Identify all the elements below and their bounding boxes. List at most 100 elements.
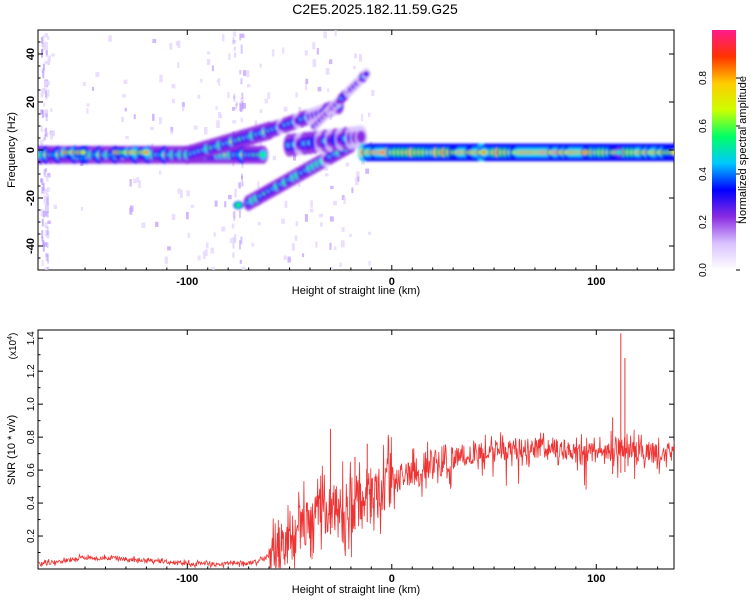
noise-streak [233,217,236,222]
noise-speck [251,142,254,149]
noise-speck [170,126,174,133]
noise-speck [108,35,112,42]
noise-speck [257,222,261,226]
noise-speck [331,267,334,270]
noise-streak [42,183,45,191]
noise-streak [44,204,47,213]
noise-speck [232,106,236,111]
noise-streak [45,50,48,55]
noise-speck [136,177,140,183]
noise-streak [240,44,243,54]
noise-speck [40,109,44,115]
noise-speck [241,266,246,270]
band-hot [481,151,486,154]
spectrogram-ticks: -100 0 100 -40 -20 0 20 40 [25,30,674,288]
noise-speck [298,106,302,115]
noise-speck [218,112,221,118]
noise-speck [325,67,330,75]
noise-speck [327,88,330,92]
noise-speck [44,132,49,138]
noise-streak [238,210,241,218]
noise-speck [91,86,95,91]
noise-streak [233,46,236,51]
noise-speck [227,91,230,99]
noise-speck [86,103,90,107]
noise-speck [44,230,49,237]
noise-speck [197,255,201,261]
noise-speck [349,233,352,238]
band-middle [357,134,365,140]
noise-speck [150,126,154,131]
noise-speck [170,130,173,135]
noise-speck [257,181,260,189]
y-tick-label: 1.4 [26,331,37,345]
noise-streak [45,167,48,173]
noise-speck [304,214,309,222]
noise-speck [44,41,48,50]
noise-speck [219,113,223,119]
snr-marks [38,333,674,569]
noise-speck [213,232,216,237]
noise-speck [304,84,308,91]
noise-speck [53,204,58,210]
noise-speck [47,89,50,97]
noise-speck [267,92,271,100]
noise-speck [47,61,50,65]
noise-speck [204,126,208,135]
noise-speck [124,107,127,112]
noise-speck [171,213,176,221]
noise-speck [175,41,180,46]
noise-speck [330,185,334,190]
noise-speck [167,246,171,251]
noise-speck [123,79,128,84]
x-tick-label: 0 [389,276,395,288]
noise-speck [318,213,323,218]
noise-speck [171,83,176,89]
noise-speck [368,231,372,235]
noise-speck [297,183,301,187]
noise-speck [351,187,354,194]
noise-speck [232,40,236,44]
noise-speck [283,106,288,112]
noise-speck [301,253,305,258]
noise-speck [304,50,308,56]
colorbar-label: Normalized spectral amplitude [737,76,749,224]
noise-speck [43,128,47,133]
noise-streak [46,203,49,213]
noise-streak [40,37,43,44]
noise-streak [45,128,48,137]
noise-streak [45,90,48,98]
noise-streak [240,104,243,113]
noise-speck [155,221,159,228]
noise-speck [231,223,235,229]
noise-speck [152,38,157,44]
noise-speck [309,208,314,213]
noise-speck [259,142,262,148]
spectrogram-panel: -100 0 100 -40 -20 0 20 40 Height of straight l… [6,29,675,297]
noise-speck [242,70,247,76]
noise-streak [41,186,44,194]
noise-streak [241,180,244,187]
noise-speck [141,222,146,228]
colorbar-tick-label: 0.4 [698,167,709,181]
noise-speck [152,113,155,121]
snr-ticks: -100 0 100 0.2 0.4 0.6 0.8 1.0 1.2 1.4 [26,330,674,585]
noise-streak [41,237,44,242]
snr-line [38,429,674,569]
noise-speck [368,260,371,266]
noise-speck [41,89,44,97]
noise-streak [232,237,235,243]
noise-speck [222,34,225,42]
noise-streak [234,188,237,198]
noise-streak [41,218,44,227]
colorbar-tick-label: 0.0 [698,263,709,277]
noise-speck [138,180,141,189]
noise-speck [239,259,242,264]
noise-speck [227,194,232,200]
noise-speck [177,188,182,194]
noise-speck [42,43,46,51]
spectrogram-ylabel: Frequency (Hz) [6,112,18,188]
noise-speck [187,232,190,238]
y-tick-label: 1.0 [26,397,37,411]
noise-speck [324,173,329,177]
